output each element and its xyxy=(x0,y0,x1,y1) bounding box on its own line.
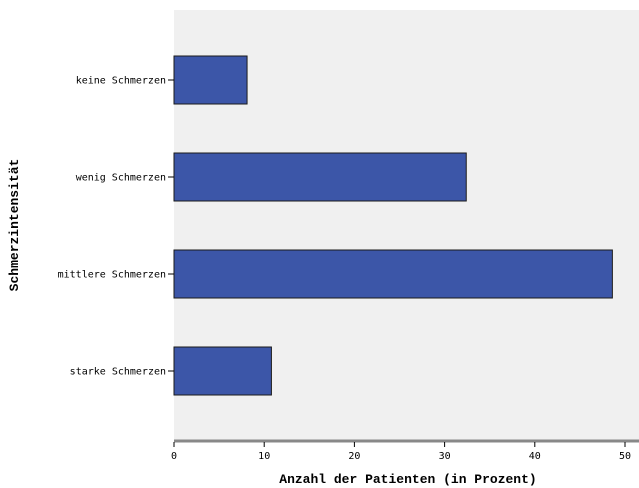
x-tick-label: 20 xyxy=(348,451,360,462)
x-tick-label: 30 xyxy=(439,451,451,462)
y-tick-label: starke Schmerzen xyxy=(70,367,166,378)
x-axis: 0 10 20 30 40 50 xyxy=(171,439,639,462)
x-tick-label: 0 xyxy=(171,451,177,462)
x-tick-label: 50 xyxy=(619,451,631,462)
x-tick-label: 10 xyxy=(258,451,270,462)
x-axis-title: Anzahl der Patienten (in Prozent) xyxy=(279,472,536,487)
x-tick-label: 40 xyxy=(529,451,541,462)
y-tick-label: wenig Schmerzen xyxy=(76,173,166,184)
y-tick-label: keine Schmerzen xyxy=(76,76,166,87)
bar-0 xyxy=(173,55,248,105)
y-axis-ticks: keine Schmerzen wenig Schmerzen mittlere S… xyxy=(58,76,174,378)
bar-3 xyxy=(173,346,272,396)
bar-2 xyxy=(173,249,613,299)
y-tick-label: mittlere Schmerzen xyxy=(58,270,166,281)
y-axis-title: Schmerzintensität xyxy=(7,159,22,292)
bar-1 xyxy=(173,152,467,202)
bars-group xyxy=(173,55,613,396)
